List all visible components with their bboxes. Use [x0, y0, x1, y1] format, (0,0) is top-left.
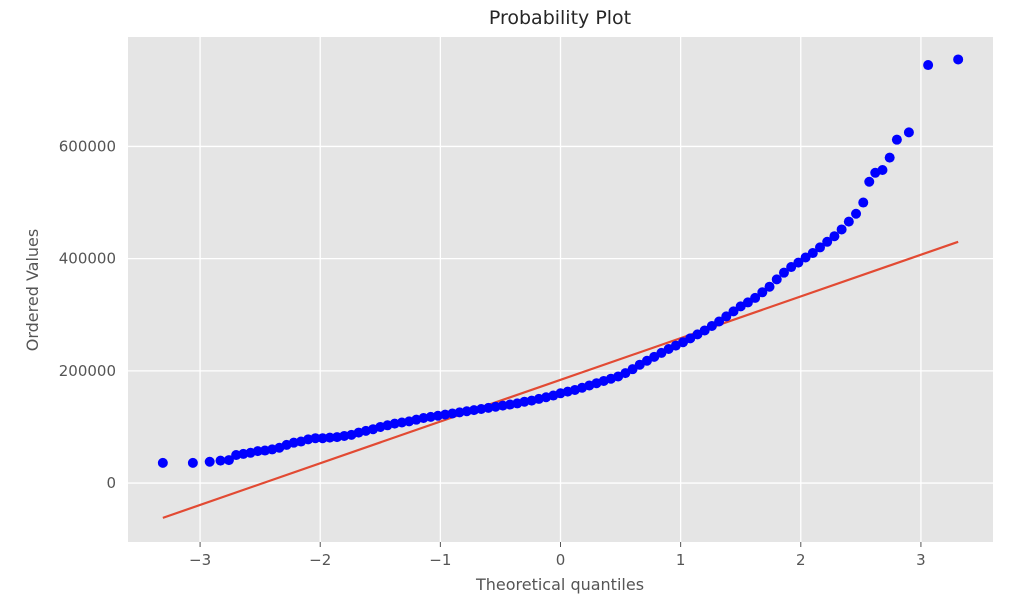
data-point: [699, 325, 710, 336]
data-point: [843, 216, 854, 227]
data-point: [786, 262, 797, 273]
data-point: [757, 287, 768, 298]
data-point: [742, 297, 753, 308]
x-tick-label: 3: [916, 551, 926, 569]
data-point: [157, 457, 168, 468]
grid-lines: [128, 37, 993, 542]
data-point: [807, 248, 818, 259]
data-point: [728, 306, 739, 317]
y-tick-label: 400000: [59, 250, 116, 268]
data-point: [836, 224, 847, 235]
data-point: [891, 134, 902, 145]
data-point: [884, 152, 895, 163]
data-point: [310, 433, 321, 444]
data-point: [252, 446, 263, 457]
y-tick-label: 200000: [59, 362, 116, 380]
axis-ticks: −3 −2 −1 0 1 2 3 0 200000 400000 600000: [59, 137, 926, 569]
data-point: [851, 208, 862, 219]
data-point: [877, 164, 888, 175]
data-point: [714, 316, 725, 327]
data-point: [953, 54, 964, 65]
data-point: [223, 455, 234, 466]
x-tick-label: −1: [429, 551, 451, 569]
x-axis-label: Theoretical quantiles: [475, 575, 644, 594]
y-tick-label: 0: [106, 474, 116, 492]
data-point: [215, 455, 226, 466]
data-point: [864, 176, 875, 187]
data-point: [923, 60, 934, 71]
y-axis-label: Ordered Values: [23, 229, 42, 351]
data-point: [187, 457, 198, 468]
data-points: [157, 54, 964, 468]
data-point: [793, 257, 804, 268]
data-point: [317, 433, 328, 444]
data-point: [822, 236, 833, 247]
data-point: [858, 197, 869, 208]
data-point: [764, 281, 775, 292]
x-tick-label: 0: [556, 551, 566, 569]
x-tick-label: 1: [676, 551, 686, 569]
data-point: [750, 292, 761, 303]
x-tick-label: 2: [796, 551, 806, 569]
data-point: [721, 311, 732, 322]
chart-title: Probability Plot: [489, 7, 631, 29]
data-point: [815, 242, 825, 253]
data-point: [778, 267, 789, 278]
data-point: [800, 252, 811, 263]
data-point: [706, 320, 717, 331]
data-point: [829, 231, 840, 242]
data-point: [324, 432, 335, 443]
data-point: [627, 364, 638, 375]
data-point: [771, 274, 782, 285]
x-tick-label: −2: [309, 551, 331, 569]
y-tick-label: 600000: [59, 137, 116, 155]
x-tick-label: −3: [189, 551, 211, 569]
data-point: [903, 127, 914, 138]
fit-line: [162, 240, 959, 519]
data-point: [204, 456, 215, 467]
